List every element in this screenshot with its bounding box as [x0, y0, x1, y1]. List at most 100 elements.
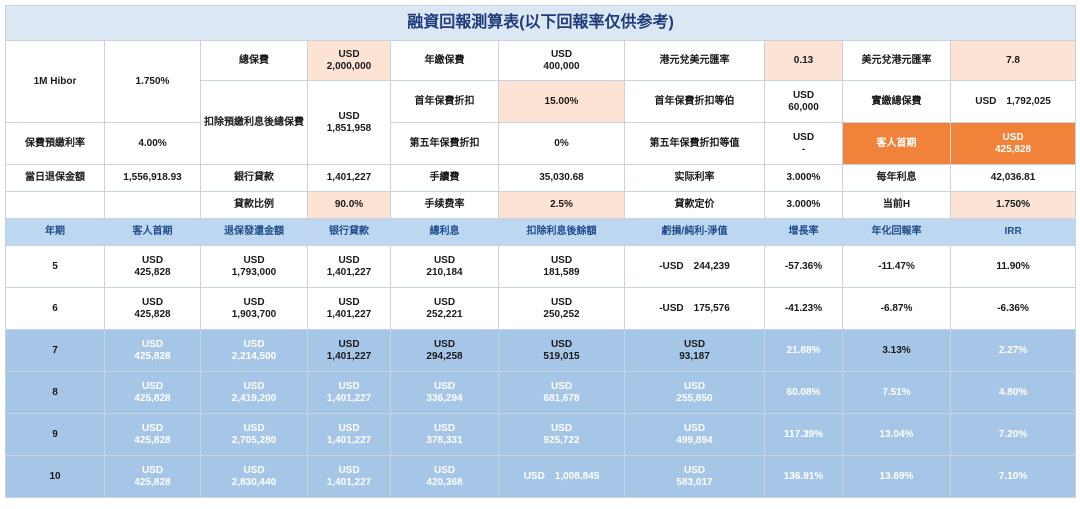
loan-ratio-value: 90.0%: [307, 191, 391, 219]
down-cell: USD 425,828: [104, 371, 201, 414]
down-cell: USD 425,828: [104, 455, 201, 498]
annual-premium-label: 年繳保費: [390, 40, 499, 81]
down-cell: USD 425,828: [104, 413, 201, 456]
column-header-row: 年期 客人首期 退保發還金額 银行貸款 總利息 扣除利息後餘額 虧損/純利-淨值…: [5, 218, 1077, 246]
growth-cell: 60.08%: [764, 371, 843, 414]
first-year-discount-equiv-label: 首年保費折扣等伯: [624, 80, 765, 123]
surrender-cell: USD 2,419,200: [200, 371, 308, 414]
net-cell: USD 255,850: [624, 371, 765, 414]
actual-rate-label: 实际利率: [624, 164, 765, 192]
year-cell: 10: [5, 455, 105, 498]
column-header: 扣除利息後餘額: [498, 218, 625, 246]
usd-hkd-value: 7.8: [949, 40, 1077, 81]
loan-cell: USD 1,401,227: [307, 371, 391, 414]
annual-return-cell: -6.87%: [842, 287, 951, 330]
surrender-cell: USD 1,793,000: [200, 245, 308, 288]
table-row: 8 USD 425,828 USD 2,419,200 USD 1,401,22…: [5, 371, 1077, 414]
interest-cell: USD 294,258: [390, 329, 499, 372]
irr-cell: 4.80%: [949, 371, 1077, 414]
column-header: 年期: [5, 218, 105, 246]
hibor-value: 1.750%: [104, 40, 201, 123]
annual-return-cell: 13.04%: [842, 413, 951, 456]
fee-label: 手續費: [390, 164, 499, 192]
fee-value: 35,030.68: [498, 164, 625, 192]
fee-rate-label: 手续费率: [390, 191, 499, 219]
down-cell: USD 425,828: [104, 329, 201, 372]
irr-cell: -6.36%: [949, 287, 1077, 330]
actual-rate-value: 3.000%: [764, 164, 843, 192]
loan-pricing-label: 貸款定价: [624, 191, 765, 219]
balance-cell: USD 181,589: [498, 245, 625, 288]
surrender-today-value: 1,556,918.93: [104, 164, 201, 192]
net-cell: -USD 175,576: [624, 287, 765, 330]
column-header: 年化回報率: [842, 218, 951, 246]
loan-pricing-value: 3.000%: [764, 191, 843, 219]
year-cell: 7: [5, 329, 105, 372]
interest-cell: USD 420,368: [390, 455, 499, 498]
fifth-year-discount-value: 0%: [498, 122, 625, 165]
net-cell: USD 93,187: [624, 329, 765, 372]
table-row: 7 USD 425,828 USD 2,214,500 USD 1,401,22…: [5, 329, 1077, 372]
net-cell: USD 499,894: [624, 413, 765, 456]
net-premium-value: USD 1,851,958: [307, 80, 391, 165]
sheet-title: 融資回報測算表(以下回報率仅供参考): [4, 5, 1077, 41]
loan-cell: USD 1,401,227: [307, 413, 391, 456]
column-header: 银行貸款: [307, 218, 391, 246]
annual-return-cell: 13.69%: [842, 455, 951, 498]
balance-cell: USD 681,678: [498, 371, 625, 414]
balance-cell: USD 519,015: [498, 329, 625, 372]
surrender-today-label: 當日退保金額: [5, 164, 105, 192]
bank-loan-value: 1,401,227: [307, 164, 391, 192]
bank-loan-label: 銀行貸款: [200, 164, 308, 192]
column-header: 增長率: [764, 218, 843, 246]
current-h-label: 当前H: [842, 191, 951, 219]
table-row: 9 USD 425,828 USD 2,705,280 USD 1,401,22…: [5, 413, 1077, 456]
return-table: 融資回報測算表(以下回報率仅供参考) 1M Hibor 1.750% 總保費 U…: [4, 5, 1077, 498]
growth-cell: -57.36%: [764, 245, 843, 288]
fifth-year-discount-equiv-label: 第五年保費折扣等值: [624, 122, 765, 165]
first-year-discount-value: 15.00%: [498, 80, 625, 123]
current-h-value: 1.750%: [949, 191, 1077, 219]
surrender-cell: USD 1,903,700: [200, 287, 308, 330]
annual-premium-value: USD 400,000: [498, 40, 625, 81]
loan-ratio-label: 貸款比例: [200, 191, 308, 219]
net-premium-label: 扣除預繳利息後總保費: [200, 80, 308, 165]
empty-cell: [5, 191, 105, 219]
growth-cell: 21.88%: [764, 329, 843, 372]
annual-return-cell: -11.47%: [842, 245, 951, 288]
column-header: 客人首期: [104, 218, 201, 246]
down-cell: USD 425,828: [104, 245, 201, 288]
loan-cell: USD 1,401,227: [307, 329, 391, 372]
surrender-cell: USD 2,214,500: [200, 329, 308, 372]
interest-cell: USD 252,221: [390, 287, 499, 330]
annual-interest-value: 42,036.81: [949, 164, 1077, 192]
column-header: 退保發還金額: [200, 218, 308, 246]
client-down-value: USD 425,828: [949, 122, 1077, 165]
down-cell: USD 425,828: [104, 287, 201, 330]
interest-cell: USD 336,294: [390, 371, 499, 414]
hkd-usd-label: 港元兌美元匯率: [624, 40, 765, 81]
actual-total-premium-value: USD 1,792,025: [949, 80, 1077, 123]
growth-cell: 136.91%: [764, 455, 843, 498]
balance-cell: USD 250,252: [498, 287, 625, 330]
usd-hkd-label: 美元兌港元匯率: [842, 40, 951, 81]
growth-cell: 117.39%: [764, 413, 843, 456]
loan-cell: USD 1,401,227: [307, 245, 391, 288]
table-row: 5 USD 425,828 USD 1,793,000 USD 1,401,22…: [5, 245, 1077, 288]
year-cell: 9: [5, 413, 105, 456]
hkd-usd-value: 0.13: [764, 40, 843, 81]
loan-cell: USD 1,401,227: [307, 455, 391, 498]
balance-cell: USD 925,722: [498, 413, 625, 456]
empty-cell: [104, 191, 201, 219]
hibor-label: 1M Hibor: [5, 40, 105, 123]
prepay-rate-label: 保費預繳利率: [5, 122, 105, 165]
first-year-discount-label: 首年保費折扣: [390, 80, 499, 123]
year-cell: 8: [5, 371, 105, 414]
irr-cell: 11.90%: [949, 245, 1077, 288]
interest-cell: USD 378,331: [390, 413, 499, 456]
column-header: 總利息: [390, 218, 499, 246]
table-row: 6 USD 425,828 USD 1,903,700 USD 1,401,22…: [5, 287, 1077, 330]
column-header: IRR: [949, 218, 1077, 246]
interest-cell: USD 210,184: [390, 245, 499, 288]
actual-total-premium-label: 實繳總保費: [842, 80, 951, 123]
